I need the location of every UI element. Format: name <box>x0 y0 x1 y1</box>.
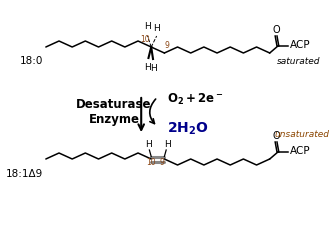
Text: unsaturated: unsaturated <box>274 130 329 139</box>
Text: 10: 10 <box>140 35 149 44</box>
Text: H: H <box>151 64 157 73</box>
Text: $\mathbf{2H_2O}$: $\mathbf{2H_2O}$ <box>167 121 208 137</box>
Text: ACP: ACP <box>290 146 310 156</box>
Text: H: H <box>153 24 160 33</box>
Text: H: H <box>164 140 170 149</box>
Text: H: H <box>145 140 152 149</box>
Text: 18:1Δ9: 18:1Δ9 <box>6 169 43 179</box>
Text: $\mathbf{O_2 + 2e^-}$: $\mathbf{O_2 + 2e^-}$ <box>167 92 223 107</box>
Text: Desaturase
Enzyme: Desaturase Enzyme <box>76 98 152 126</box>
Text: 9: 9 <box>164 41 169 50</box>
Text: saturated: saturated <box>277 57 321 66</box>
Text: 18:0: 18:0 <box>20 56 43 66</box>
Text: 9: 9 <box>160 158 164 167</box>
Text: 10: 10 <box>146 158 156 167</box>
Text: H: H <box>144 22 151 31</box>
Text: H: H <box>144 63 151 72</box>
Text: O: O <box>272 131 280 141</box>
Text: ACP: ACP <box>290 40 310 50</box>
Text: O: O <box>272 25 280 35</box>
